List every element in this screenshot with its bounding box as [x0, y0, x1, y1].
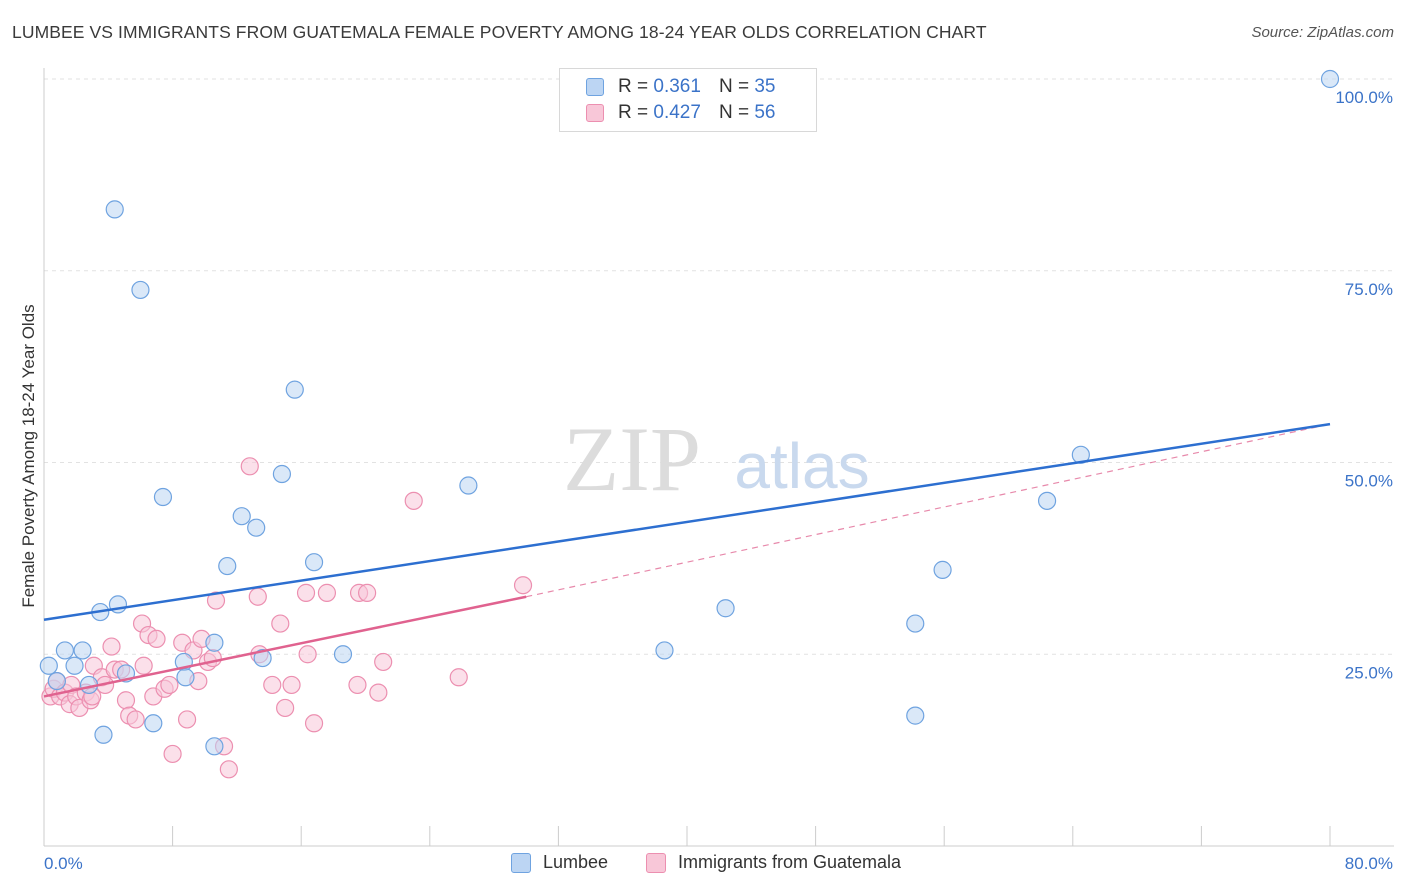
guatemala-point-45 — [282, 675, 301, 695]
guatemala-trendline-extension — [526, 423, 1331, 598]
legend-swatch-lumbee — [586, 78, 604, 96]
guatemala-point-36 — [206, 591, 226, 610]
bottom-legend-swatch-guatemala — [646, 852, 666, 873]
x-tick-label-min: 0.0% — [44, 854, 83, 873]
lumbee-point-18 — [218, 556, 237, 576]
chart-title: LUMBEE VS IMMIGRANTS FROM GUATEMALA FEMA… — [12, 22, 987, 42]
guatemala-point-28 — [163, 744, 182, 764]
y-tick-label-25: 25.0% — [1345, 663, 1393, 682]
guatemala-point-52 — [358, 583, 377, 602]
y-tick-label-50: 50.0% — [1345, 472, 1393, 491]
guatemala-point-54 — [374, 652, 393, 672]
lumbee-point-16 — [205, 633, 224, 652]
source-label: Source: ZipAtlas.com — [1251, 24, 1394, 41]
axis-layer — [43, 68, 1394, 847]
guatemala-point-47 — [298, 645, 317, 664]
legend-row-guatemala: R = 0.427 N = 56 — [586, 100, 775, 126]
lumbee-point-20 — [247, 518, 266, 537]
legend-row-lumbee: R = 0.361 N = 35 — [586, 74, 775, 100]
lumbee-point-3 — [65, 656, 84, 675]
guatemala-point-53 — [369, 683, 388, 702]
guatemala-point-18 — [116, 691, 136, 710]
legend-r-value-guatemala: 0.427 — [653, 102, 701, 123]
bottom-legend-label-guatemala: Immigrants from Guatemala — [678, 852, 902, 872]
guatemala-trendline — [43, 595, 527, 698]
lumbee-point-15 — [176, 668, 195, 687]
lumbee-point-21 — [253, 648, 272, 668]
legend-box: R = 0.361 N = 35 R = 0.427 N = 56 — [559, 68, 817, 132]
guatemala-point-57 — [513, 576, 533, 595]
lumbee-point-25 — [333, 645, 353, 664]
lumbee-point-7 — [94, 725, 113, 744]
lumbee-point-10 — [105, 200, 124, 219]
lumbee-point-31 — [933, 560, 952, 579]
lumbee-point-27 — [655, 641, 674, 660]
guatemala-point-48 — [304, 714, 324, 733]
bottom-legend-guatemala: Immigrants from Guatemala — [646, 852, 901, 873]
lumbee-point-0 — [39, 656, 58, 675]
guatemala-point-27 — [160, 675, 179, 695]
y-tick-label-100: 100.0% — [1335, 88, 1393, 107]
lumbee-point-17 — [205, 737, 224, 756]
points-layer — [39, 69, 1340, 779]
guatemala-point-22 — [134, 656, 153, 675]
lumbee-point-13 — [153, 487, 173, 507]
guatemala-point-20 — [126, 710, 145, 729]
bottom-legend-swatch-lumbee — [511, 852, 531, 873]
guatemala-point-46 — [296, 583, 316, 602]
legend-n-label: N = — [718, 102, 750, 123]
lumbee-point-29 — [906, 614, 925, 633]
lumbee-point-12 — [144, 714, 163, 733]
legend-r-value-lumbee: 0.361 — [653, 76, 701, 97]
guatemala-point-42 — [263, 675, 282, 695]
guatemala-point-30 — [177, 710, 197, 729]
guatemala-point-49 — [317, 583, 337, 602]
lumbee-point-22 — [272, 464, 292, 484]
legend-n-value-guatemala: 56 — [754, 102, 776, 123]
lumbee-point-34 — [1320, 69, 1340, 89]
lumbee-point-33 — [1071, 445, 1090, 464]
y-tick-label-75: 75.0% — [1345, 280, 1393, 299]
bottom-legend: Lumbee Immigrants from Guatemala — [0, 852, 1406, 876]
guatemala-point-50 — [348, 675, 367, 695]
guatemala-point-55 — [404, 491, 423, 510]
grid-layer — [44, 78, 1394, 655]
watermark-atlas: atlas — [734, 430, 869, 502]
lumbee-point-2 — [55, 641, 74, 660]
lumbee-point-4 — [73, 641, 92, 660]
legend-r-label: R = — [618, 102, 649, 123]
lumbee-point-32 — [1037, 491, 1057, 510]
trend-layer — [43, 422, 1331, 698]
tick-labels: 25.0% 50.0% 75.0% 100.0% 0.0% 80.0% — [44, 88, 1393, 873]
lumbee-point-1 — [47, 671, 66, 691]
guatemala-point-40 — [248, 587, 267, 606]
lumbee-point-30 — [906, 706, 925, 725]
legend-n-value-lumbee: 35 — [754, 76, 776, 97]
lumbee-point-26 — [459, 476, 478, 495]
bottom-legend-label-lumbee: Lumbee — [543, 852, 609, 872]
watermark-zip: ZIP — [563, 408, 701, 510]
legend-n-label: N = — [718, 76, 750, 97]
legend-r-label: R = — [618, 76, 649, 97]
guatemala-point-39 — [240, 457, 259, 476]
guatemala-point-38 — [219, 760, 238, 779]
guatemala-point-15 — [102, 637, 121, 656]
x-tick-label-max: 80.0% — [1345, 854, 1393, 873]
guatemala-point-56 — [449, 668, 468, 687]
lumbee-point-19 — [232, 507, 251, 526]
bottom-legend-lumbee: Lumbee — [511, 852, 608, 873]
legend-swatch-guatemala — [586, 104, 604, 122]
guatemala-point-25 — [147, 629, 166, 649]
lumbee-point-28 — [716, 599, 735, 618]
lumbee-point-23 — [285, 380, 304, 399]
lumbee-point-24 — [304, 553, 324, 572]
lumbee-point-11 — [131, 280, 150, 300]
guatemala-point-44 — [276, 698, 295, 718]
lumbee-trendline — [43, 422, 1331, 621]
guatemala-point-43 — [271, 614, 290, 633]
watermark: ZIP atlas — [563, 408, 870, 510]
